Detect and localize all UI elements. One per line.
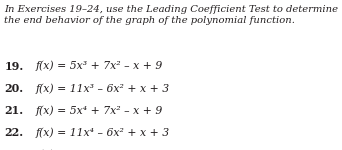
Text: 21.: 21.: [4, 105, 24, 116]
Text: In Exercises 19–24, use the Leading Coefficient Test to determine
the end behavi: In Exercises 19–24, use the Leading Coef…: [4, 4, 339, 25]
Text: 20.: 20.: [4, 83, 24, 94]
Text: 19.: 19.: [4, 61, 24, 72]
Text: f(x) = 11x³ – 6x² + x + 3: f(x) = 11x³ – 6x² + x + 3: [36, 83, 170, 93]
Text: f(x) = 5x⁴ + 7x² – x + 9: f(x) = 5x⁴ + 7x² – x + 9: [36, 105, 163, 116]
Text: 22.: 22.: [4, 127, 24, 138]
Text: f(x) = 11x⁴ – 6x² + x + 3: f(x) = 11x⁴ – 6x² + x + 3: [36, 127, 170, 138]
Text: f(x) = 5x³ + 7x² – x + 9: f(x) = 5x³ + 7x² – x + 9: [36, 61, 163, 71]
